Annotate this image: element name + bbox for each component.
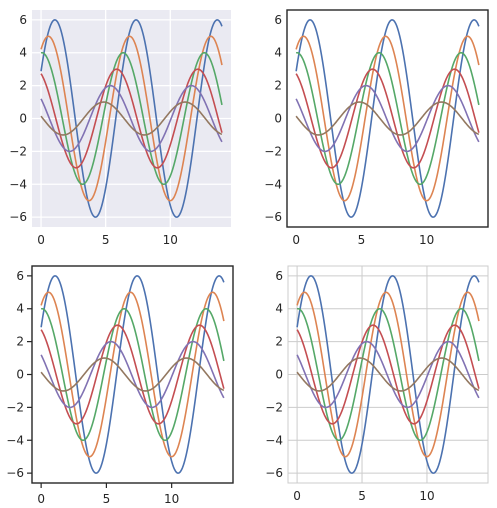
series-line-6 <box>40 101 223 136</box>
series-line-4 <box>296 324 480 425</box>
subplot-whitegrid: 0 5 10 −6 −4 −2 0 2 4 6 <box>265 265 489 503</box>
y-tick-label: 6 <box>19 13 27 27</box>
x-tick-label: 0 <box>37 233 45 247</box>
y-tick-label: −6 <box>265 466 283 480</box>
x-tick-label: 0 <box>293 489 301 503</box>
x-tick-label: 5 <box>103 492 111 506</box>
series-line-5 <box>295 84 480 153</box>
y-tick-label: 6 <box>275 269 283 283</box>
x-tick-label: 5 <box>358 489 366 503</box>
y-tick-label: 4 <box>275 302 283 316</box>
series-line-6 <box>295 101 480 136</box>
subplot-ticks: 0 5 10 −6 −4 −2 0 2 4 6 <box>6 265 234 506</box>
series-line-4 <box>295 68 480 169</box>
y-tick-label: 0 <box>16 368 24 382</box>
y-tick-label: 4 <box>274 46 282 60</box>
y-tick-label: 2 <box>274 79 282 93</box>
y-tick-label: −4 <box>6 433 24 447</box>
series-line-5 <box>40 84 223 153</box>
series-line-4 <box>40 324 225 425</box>
series-line-4 <box>40 68 223 169</box>
series-line-1 <box>296 275 480 474</box>
series-line-5 <box>40 340 225 409</box>
y-tick-label: 6 <box>274 13 282 27</box>
y-tick-label: 4 <box>16 302 24 316</box>
series-line-1 <box>40 19 223 218</box>
y-tick-label: −2 <box>264 144 282 158</box>
y-tick-label: −2 <box>265 400 283 414</box>
y-tick-label: 0 <box>19 112 27 126</box>
x-tick-label: 5 <box>358 233 366 247</box>
axes-frame <box>286 9 489 228</box>
y-tick-label: 2 <box>275 335 283 349</box>
y-tick-label: 2 <box>19 79 27 93</box>
series-line-3 <box>295 51 480 186</box>
y-tick-label: −6 <box>264 210 282 224</box>
series-line-2 <box>40 35 223 202</box>
series-line-6 <box>40 357 225 392</box>
y-tick-label: −6 <box>9 210 27 224</box>
subplot-darkgrid: 0 5 10 −6 −4 −2 0 2 4 6 <box>9 10 231 247</box>
y-tick-label: 4 <box>19 46 27 60</box>
series-line-1 <box>295 19 480 218</box>
y-tick-label: −2 <box>9 144 27 158</box>
x-tick-label: 10 <box>419 233 434 247</box>
y-tick-label: −4 <box>264 177 282 191</box>
series-line-6 <box>296 357 480 392</box>
x-tick-label: 5 <box>102 233 110 247</box>
x-tick-label: 10 <box>163 233 178 247</box>
series-line-3 <box>40 307 225 442</box>
series-line-3 <box>296 307 480 442</box>
axes-frame <box>287 265 489 484</box>
series-line-1 <box>40 275 225 474</box>
series-line-2 <box>40 291 225 458</box>
series-line-3 <box>40 51 223 186</box>
series-line-5 <box>296 340 480 409</box>
y-tick-label: −2 <box>6 400 24 414</box>
series-line-2 <box>295 35 480 202</box>
y-tick-label: 0 <box>274 112 282 126</box>
y-tick-label: −4 <box>9 177 27 191</box>
x-tick-label: 0 <box>292 233 300 247</box>
subplot-white: 0 5 10 −6 −4 −2 0 2 4 6 <box>264 9 489 247</box>
y-tick-label: 0 <box>275 368 283 382</box>
y-tick-label: 6 <box>16 269 24 283</box>
y-tick-label: −4 <box>265 433 283 447</box>
x-tick-label: 10 <box>419 489 434 503</box>
y-tick-label: 2 <box>16 335 24 349</box>
y-tick-label: −6 <box>6 466 24 480</box>
x-tick-label: 0 <box>37 492 45 506</box>
x-tick-label: 10 <box>164 492 179 506</box>
series-line-2 <box>296 291 480 458</box>
